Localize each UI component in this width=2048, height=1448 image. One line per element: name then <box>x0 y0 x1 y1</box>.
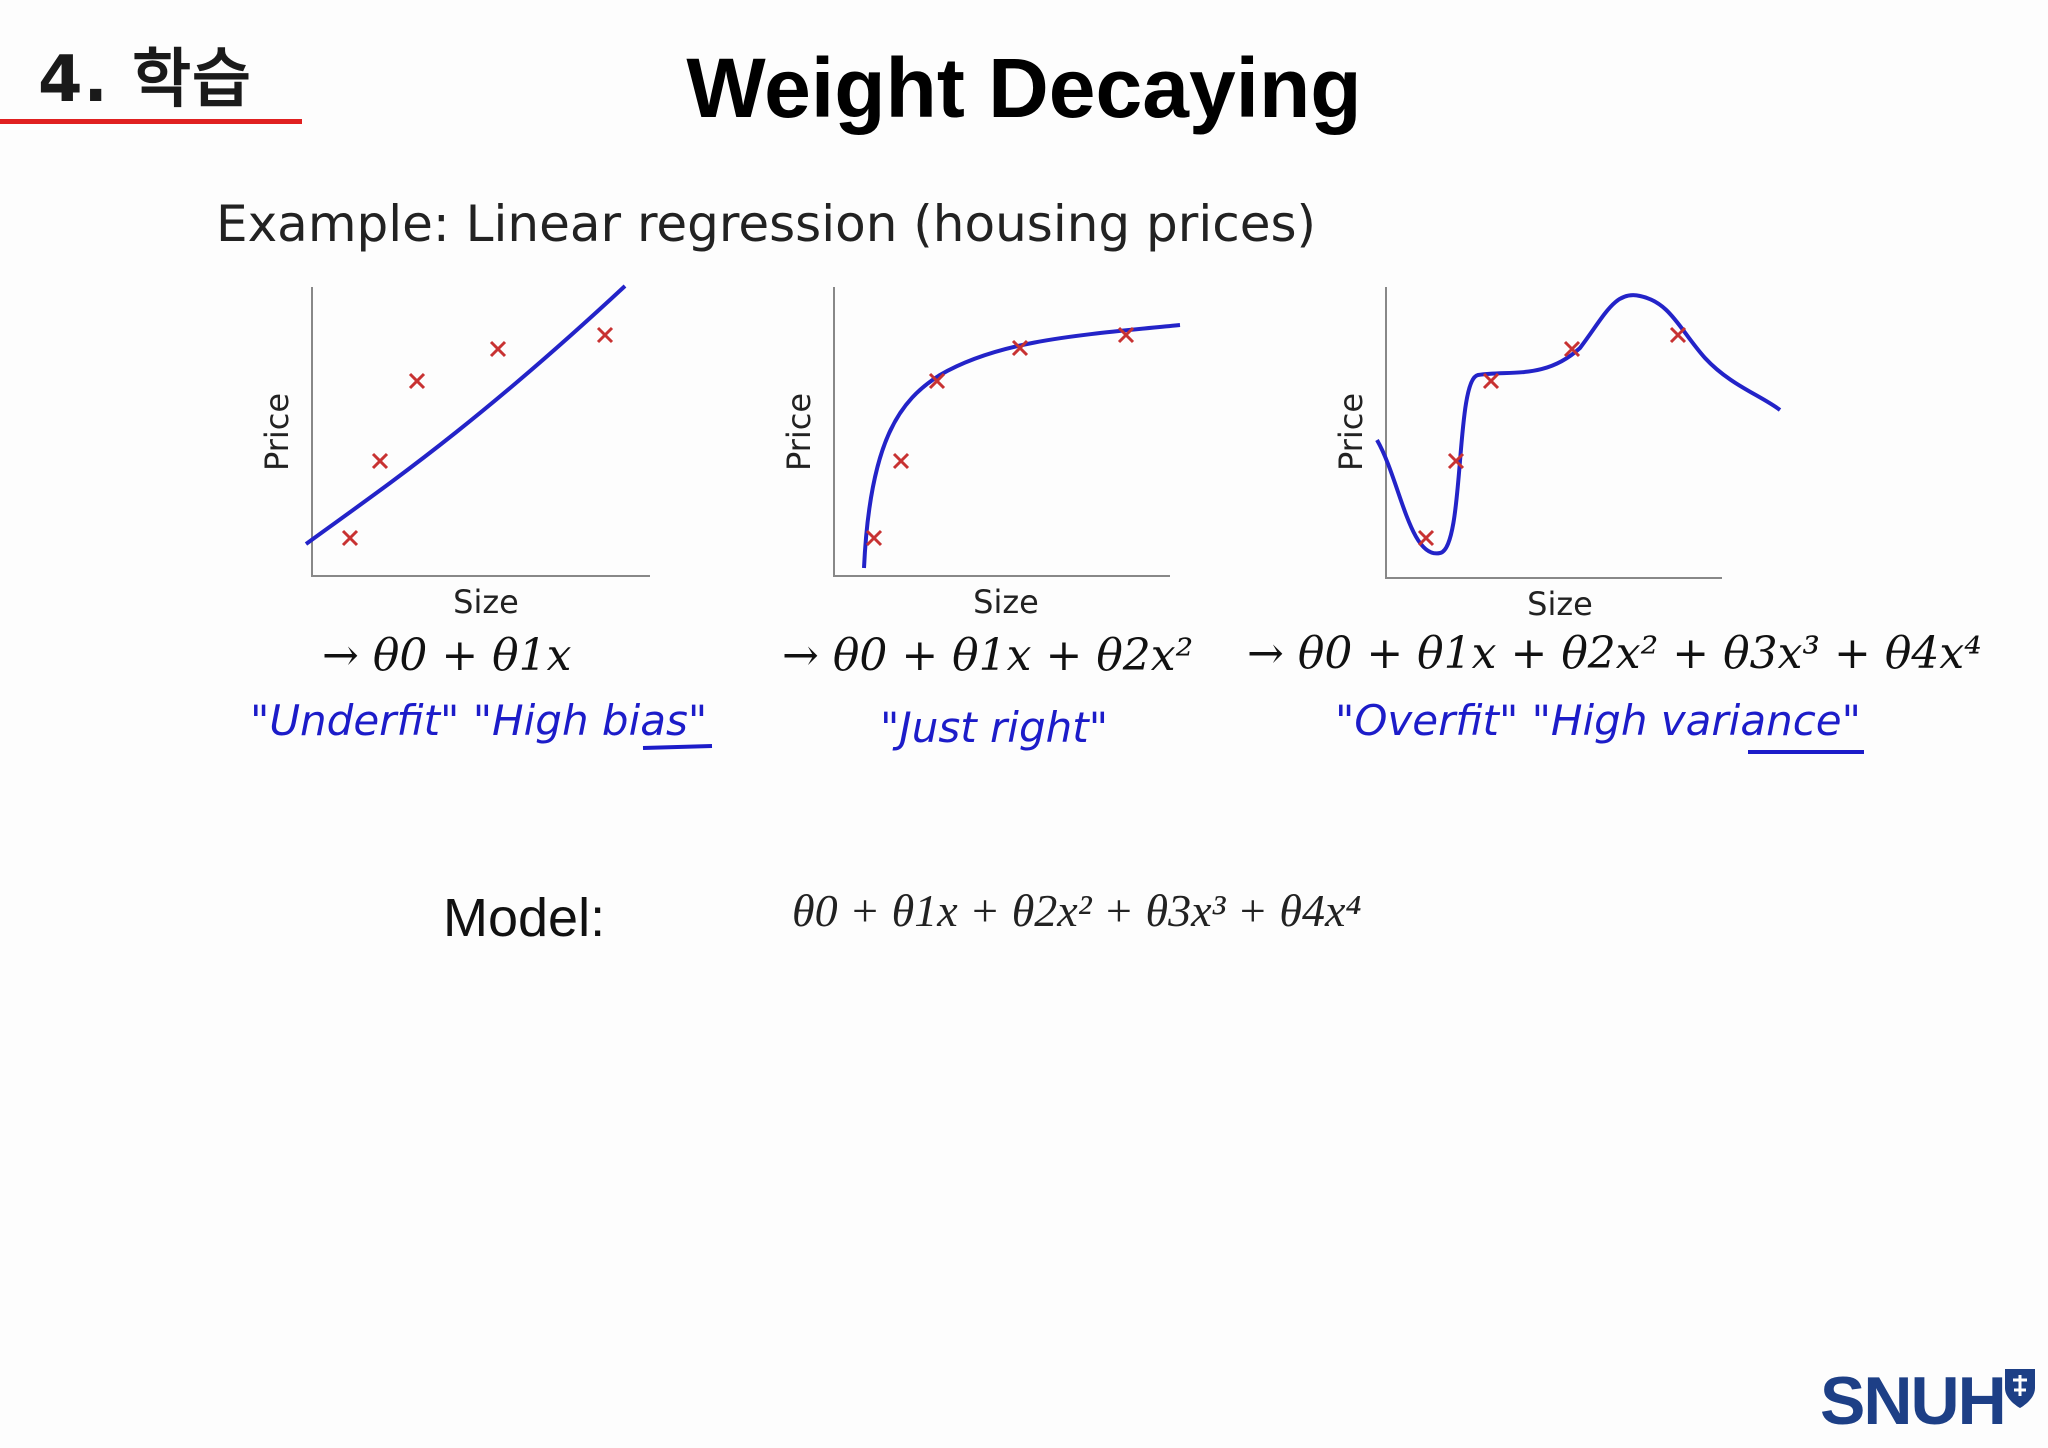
plot1-fit-line <box>304 284 627 546</box>
plot3-axes <box>1385 287 1722 579</box>
model-label: Model: <box>443 888 606 948</box>
plot1-formula: → θ0 + θ1x <box>322 630 572 681</box>
plot3-annotation: "Overfit" "High variance" <box>1335 696 1861 745</box>
plot1-underline <box>642 744 713 750</box>
plot1-annotation: "Underfit" "High bias" <box>250 696 707 745</box>
shield-icon <box>2005 1369 2035 1408</box>
plot2-fit-curve <box>862 323 1181 569</box>
plot2-annotation: "Just right" <box>880 703 1108 752</box>
plot-overfit: Price Size → θ0 + θ1x + θ2x² + θ3x³ + θ4… <box>1247 287 1982 754</box>
plot2-markers <box>865 326 1135 547</box>
model-formula: θ0 + θ1x + θ2x² + θ3x³ + θ4x⁴ <box>792 885 1362 936</box>
plot1-xlabel: Size <box>453 583 519 621</box>
plot3-point <box>1417 529 1435 547</box>
plot2-axes <box>833 287 1170 577</box>
plot3-point <box>1563 340 1581 358</box>
plot-just-right: Price Size → θ0 + θ1x + θ2x² "Just right… <box>780 287 1193 752</box>
snuh-logo: SNUH <box>1820 1363 2007 1439</box>
plot3-ylabel: Price <box>1332 393 1370 471</box>
plot2-formula: → θ0 + θ1x + θ2x² <box>782 630 1193 681</box>
plot2-xlabel: Size <box>973 583 1039 621</box>
plot1-point <box>408 372 426 390</box>
plot3-fit-curve <box>1375 293 1782 556</box>
plot3-point <box>1669 326 1687 344</box>
plot1-markers <box>341 326 614 547</box>
plot2-point <box>1011 339 1029 357</box>
plot1-point <box>596 326 614 344</box>
plot3-xlabel: Size <box>1527 585 1593 623</box>
plot1-point <box>341 529 359 547</box>
example-heading: Example: Linear regression (housing pric… <box>216 195 1317 253</box>
slide-title: Weight Decaying <box>686 41 1362 135</box>
plot2-point <box>865 529 883 547</box>
plot-underfit: Price Size → θ0 + θ1x "Underfit" "High b… <box>250 284 713 750</box>
plot2-point <box>1117 326 1135 344</box>
plot1-ylabel: Price <box>258 393 296 471</box>
plot2-point <box>928 372 946 390</box>
plot1-point <box>371 452 389 470</box>
plot3-markers <box>1417 326 1687 547</box>
section-label: 4. 학습 <box>38 43 252 117</box>
plot3-point <box>1482 372 1500 390</box>
plot2-ylabel: Price <box>780 393 818 471</box>
plot1-point <box>489 340 507 358</box>
plot3-formula: → θ0 + θ1x + θ2x² + θ3x³ + θ4x⁴ <box>1247 628 1982 679</box>
section-underline <box>0 119 302 124</box>
plot1-axes <box>311 287 650 577</box>
plot3-point <box>1447 452 1465 470</box>
plot2-point <box>892 452 910 470</box>
